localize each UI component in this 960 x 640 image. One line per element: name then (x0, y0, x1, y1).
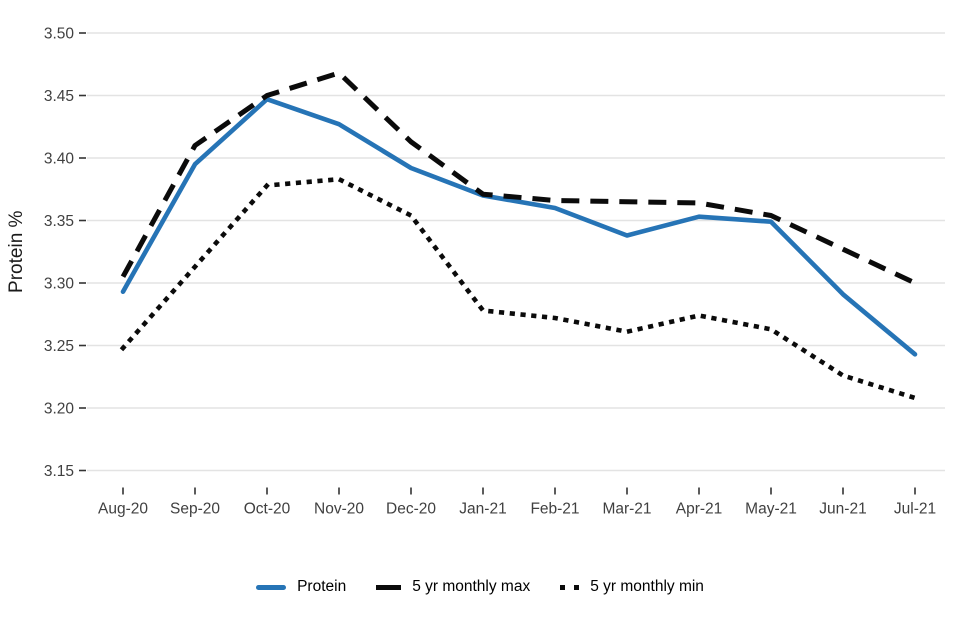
legend-item-min: 5 yr monthly min (560, 578, 704, 596)
x-tick-label: Sep-20 (170, 501, 220, 518)
x-tick-label: Jun-21 (819, 501, 866, 518)
y-tick-label: 3.40 (44, 151, 75, 168)
protein-line (120, 96, 918, 357)
y-axis-title: Protein % (6, 210, 27, 292)
protein-line-key-icon (256, 584, 287, 590)
y-tick-label: 3.30 (44, 276, 75, 293)
plot-area: 3.15 3.20 3.25 3.30 3.35 3.40 3.45 3.50 Aug-20 Se… (6, 26, 945, 518)
x-tick-label: Oct-20 (244, 501, 291, 518)
y-tick-label: 3.50 (44, 26, 75, 43)
x-tick-label: Feb-21 (530, 501, 579, 518)
legend-label-min: 5 yr monthly min (590, 578, 704, 595)
min-dots-key-icon (560, 584, 580, 590)
max-line (120, 70, 917, 286)
legend-item-protein: Protein (256, 578, 346, 596)
y-tick-label: 3.35 (44, 213, 74, 230)
chart-legend: Protein 5 yr monthly max 5 yr monthly mi… (0, 578, 960, 596)
y-tick-label: 3.25 (44, 338, 74, 355)
max-dash-key-icon (376, 584, 402, 590)
x-tick-label: Aug-20 (98, 501, 148, 518)
legend-label-protein: Protein (297, 578, 347, 595)
x-tick-label: May-21 (745, 501, 797, 518)
x-tick-label: Dec-20 (386, 501, 436, 518)
legend-label-max: 5 yr monthly max (412, 578, 531, 595)
x-tick-label: Nov-20 (314, 501, 364, 518)
x-tick-label: Mar-21 (602, 501, 651, 518)
y-tick-label: 3.15 (44, 463, 74, 480)
legend-item-max: 5 yr monthly max (376, 578, 530, 596)
x-tick-label: Jul-21 (894, 501, 936, 518)
x-tick-label: Apr-21 (676, 501, 723, 518)
y-tick-label: 3.45 (44, 88, 74, 105)
min-line (119, 176, 918, 401)
y-tick-label: 3.20 (44, 401, 75, 418)
x-tick-label: Jan-21 (459, 501, 506, 518)
